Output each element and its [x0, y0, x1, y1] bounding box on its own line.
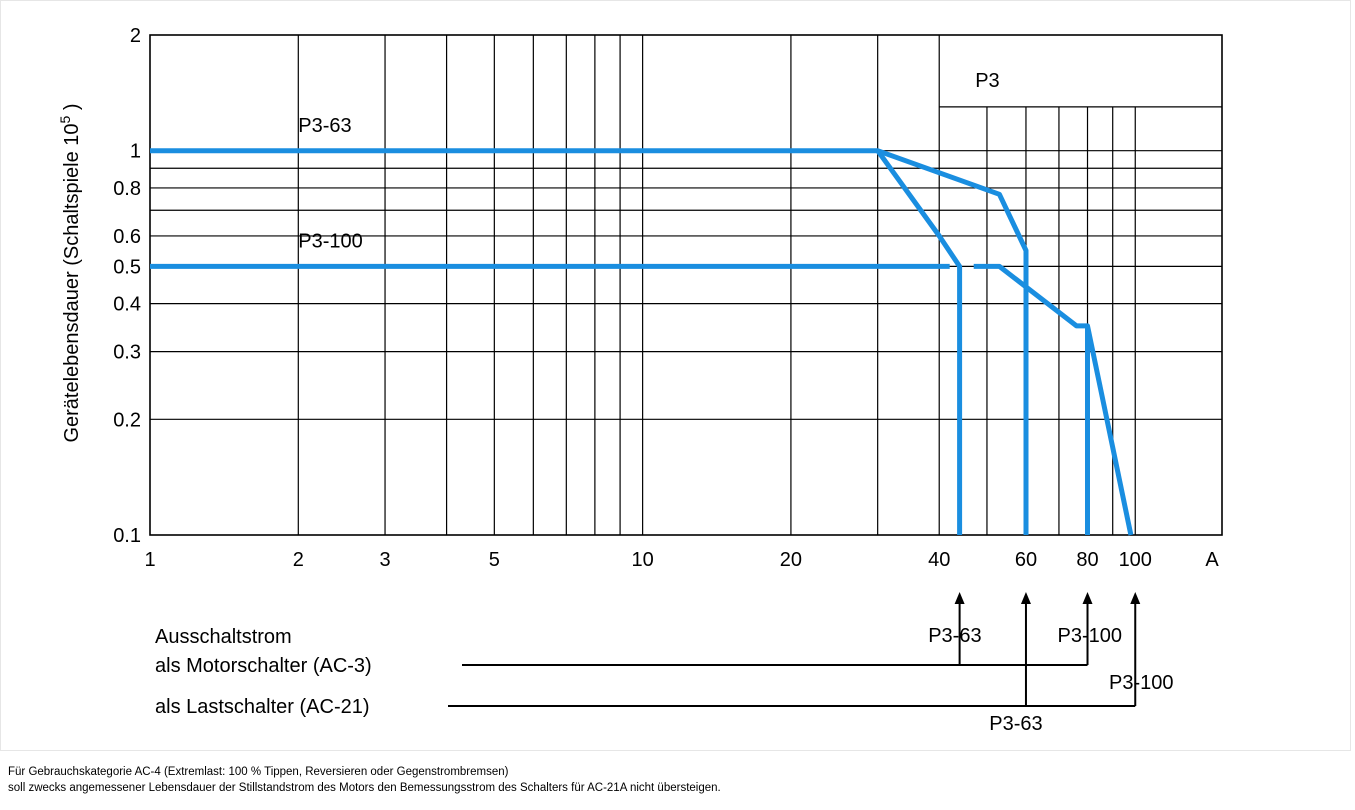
- x-tick-label: 5: [489, 549, 500, 571]
- series-label-p3-100: P3-100: [298, 230, 363, 252]
- current-annotations: Ausschaltstrom als Motorschalter (AC-3) al…: [155, 592, 1174, 735]
- curves: [150, 148, 1134, 536]
- arrow-ac21-1-head: [1130, 592, 1141, 604]
- y-axis-label: Gerätelebensdauer (Schaltspiele 105 ): [57, 103, 83, 442]
- x-tick-label: 1: [144, 549, 155, 571]
- footnote-line-1: Für Gebrauchskategorie AC-4 (Extremlast:…: [8, 766, 509, 778]
- plot-frame: [149, 34, 1223, 536]
- x-unit-label: A: [1205, 549, 1219, 571]
- x-tick-label: 40: [928, 549, 950, 571]
- y-tick-label: 0.5: [113, 256, 141, 278]
- x-tick-label: 20: [780, 549, 802, 571]
- y-tick-label: 0.4: [113, 294, 141, 316]
- x-tick-label: 80: [1076, 549, 1098, 571]
- annotation-heading: Ausschaltstrom: [155, 626, 292, 648]
- y-tick-label: 0.3: [113, 342, 141, 364]
- annotation-ac3-label: als Motorschalter (AC-3): [155, 655, 372, 677]
- x-tick-label: 3: [379, 549, 390, 571]
- annotation-ac21-label: als Lastschalter (AC-21): [155, 696, 370, 718]
- arrow-ac21-0-head: [1020, 592, 1031, 604]
- x-tick-label: 10: [632, 549, 654, 571]
- y-tick-label: 0.2: [113, 409, 141, 431]
- series-p3-63-ac-3: [875, 149, 963, 535]
- inset-box-label: P3: [975, 70, 999, 92]
- arrow-label-ac3: P3-63: [928, 625, 981, 647]
- arrow-label-ac21: P3-63: [989, 713, 1042, 735]
- y-tick-label: 0.1: [113, 525, 141, 547]
- grid: [149, 34, 1223, 536]
- arrow-ac3-1-head: [1082, 592, 1093, 604]
- arrow-label-ac3: P3-100: [1058, 625, 1123, 647]
- x-tick-label: 60: [1015, 549, 1037, 571]
- footnote-line-2: soll zwecks angemessener Lebensdauer der…: [8, 782, 721, 794]
- series-p3-63: [150, 148, 1029, 535]
- y-tick-label: 0.6: [113, 226, 141, 248]
- series-p3-100-ac-3: [973, 263, 1090, 535]
- arrow-ac3-0-head: [954, 592, 965, 604]
- y-tick-label: 2: [130, 25, 141, 47]
- series-p3-100-ac-21: [1085, 325, 1134, 536]
- arrow-label-ac21: P3-100: [1109, 672, 1174, 694]
- y-tick-label: 0.8: [113, 178, 141, 200]
- x-tick-label: 100: [1119, 549, 1152, 571]
- footnote: Für Gebrauchskategorie AC-4 (Extremlast:…: [8, 764, 1348, 796]
- y-tick-label: 1: [130, 141, 141, 163]
- series-label-p3-63: P3-63: [298, 115, 351, 137]
- x-tick-label: 2: [293, 549, 304, 571]
